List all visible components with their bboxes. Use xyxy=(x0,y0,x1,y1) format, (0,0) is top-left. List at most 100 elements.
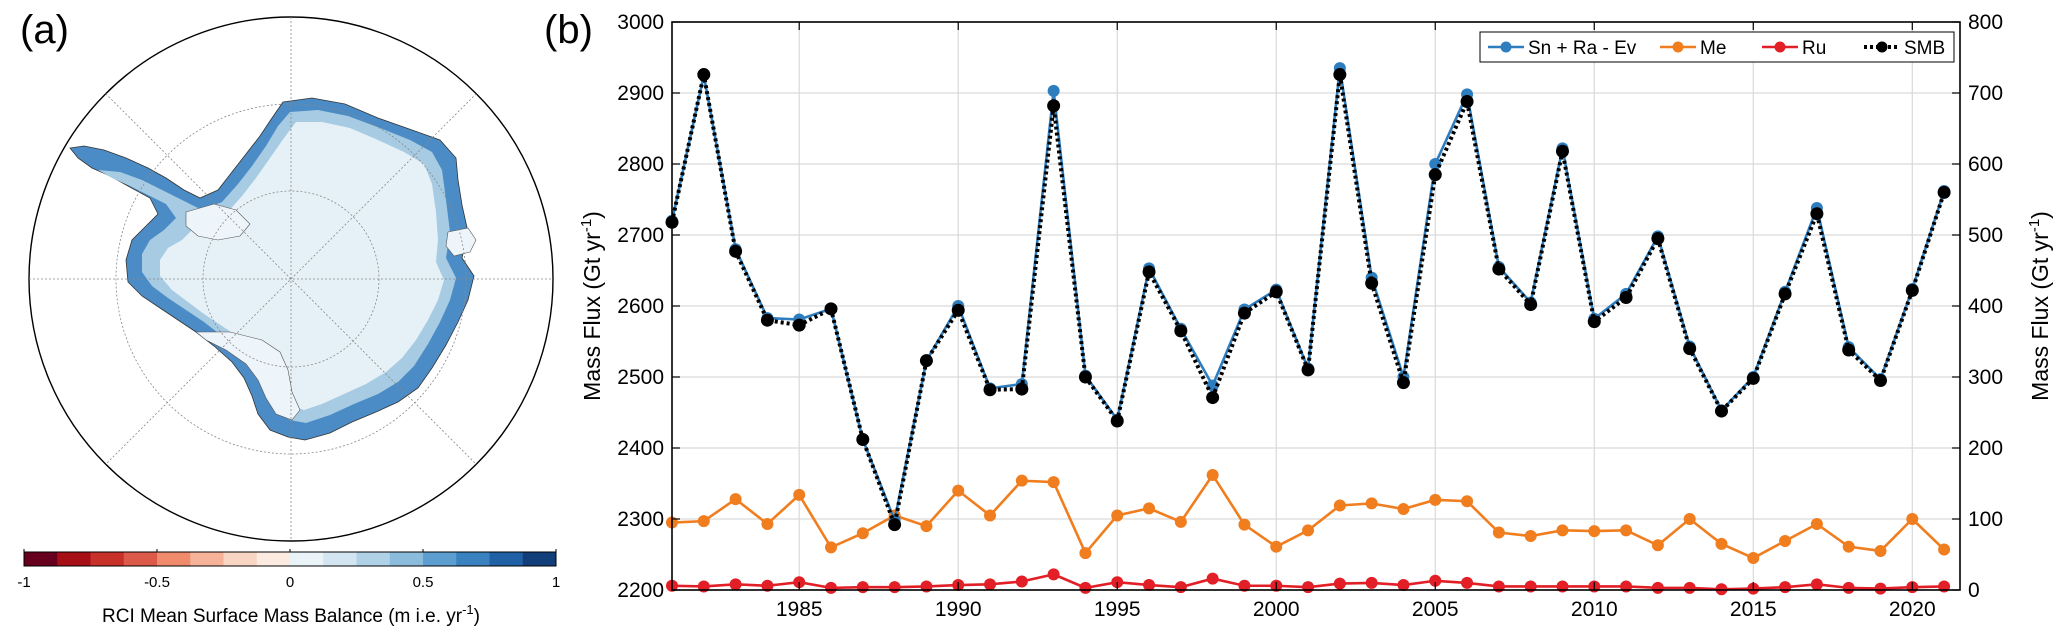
data-point xyxy=(1110,414,1124,428)
data-point xyxy=(1143,579,1156,592)
data-point xyxy=(1429,158,1442,170)
y-left-tick-label: 2400 xyxy=(617,437,664,460)
legend-swatch-marker xyxy=(1774,41,1786,53)
data-point xyxy=(729,493,742,506)
colorbar-tick-label: -0.5 xyxy=(144,574,170,591)
data-point xyxy=(1015,382,1029,396)
data-point xyxy=(1206,391,1220,405)
data-point xyxy=(1683,513,1696,525)
data-point xyxy=(1524,298,1538,312)
series-me xyxy=(666,468,1951,565)
y-right-tick-label: 400 xyxy=(1968,295,2003,318)
legend-label: Ru xyxy=(1802,38,1826,59)
data-point xyxy=(888,581,901,594)
data-point xyxy=(1556,524,1569,537)
ross-ice-shelf xyxy=(195,331,301,421)
data-point xyxy=(1174,324,1188,338)
data-point xyxy=(1428,168,1442,182)
data-point xyxy=(1778,287,1792,301)
data-point xyxy=(1302,524,1315,537)
y-right-tick-label: 800 xyxy=(1968,11,2003,34)
x-tick-label: 1990 xyxy=(935,598,982,621)
data-point xyxy=(1174,581,1187,594)
colorbar-segment xyxy=(522,552,557,566)
x-tick-label: 2020 xyxy=(1889,598,1936,621)
ronne-ice-shelf xyxy=(185,203,251,241)
data-point xyxy=(1270,540,1283,553)
x-tick-label: 2000 xyxy=(1253,598,1300,621)
y-right-tick-label: 700 xyxy=(1968,82,2003,105)
data-point xyxy=(1461,495,1474,508)
data-point xyxy=(1492,526,1505,539)
legend-label: Sn + Ra - Ev xyxy=(1528,38,1637,59)
data-point xyxy=(1015,474,1028,487)
legend-box xyxy=(1479,31,1955,63)
colorbar-segment xyxy=(24,552,58,566)
data-point xyxy=(1047,568,1060,581)
data-point xyxy=(792,318,806,332)
data-point xyxy=(1874,544,1887,557)
data-point xyxy=(1779,581,1792,594)
data-point xyxy=(1206,468,1219,481)
y-right-tick-label: 500 xyxy=(1968,224,2003,247)
data-point xyxy=(1333,68,1347,82)
data-point xyxy=(1365,497,1378,510)
plot-axes: 1985 1990 1995 2000 2005 2010 2015 202022002300… xyxy=(617,11,2003,621)
plot-series xyxy=(665,62,1951,596)
colorbar-segment xyxy=(57,552,91,566)
data-point xyxy=(1842,540,1855,553)
data-point xyxy=(1715,537,1728,550)
y-left-tick-label: 2500 xyxy=(617,366,664,389)
data-point xyxy=(1588,525,1601,538)
data-point xyxy=(825,541,838,554)
data-point xyxy=(856,581,869,594)
data-point xyxy=(1143,502,1156,515)
y-left-tick-label: 3000 xyxy=(617,11,664,34)
data-point xyxy=(1938,543,1951,556)
data-point xyxy=(951,303,965,317)
y-left-tick-label: 2900 xyxy=(617,82,664,105)
colorbar-segment xyxy=(223,552,258,566)
data-point xyxy=(1047,84,1060,97)
data-point xyxy=(1396,376,1410,390)
data-point xyxy=(1874,582,1887,595)
colorbar-segment xyxy=(290,552,324,566)
data-point xyxy=(825,581,838,594)
data-point xyxy=(1365,276,1379,290)
data-point xyxy=(697,68,711,82)
data-point xyxy=(697,515,710,528)
data-point xyxy=(1747,552,1760,565)
colorbar-segment xyxy=(323,552,357,566)
data-point xyxy=(1779,535,1792,548)
data-point xyxy=(984,509,997,522)
colorbar-segment xyxy=(90,552,125,566)
colorbar-label: RCI Mean Surface Mass Balance (m i.e. yr… xyxy=(102,602,480,627)
colorbar-segment xyxy=(489,552,524,566)
y-left-tick-label: 2300 xyxy=(617,508,664,531)
chart-legend: Sn + Ra - Ev Me Ru SMB xyxy=(1479,31,1955,63)
colorbar-segment xyxy=(123,552,158,566)
y-axis-right-label: Mass Flux (Gt yr-1) xyxy=(2026,211,2053,401)
data-point xyxy=(1460,95,1474,109)
data-point xyxy=(760,313,774,327)
colorbar: -1 -0.5 0 0.5 1 xyxy=(17,549,560,591)
data-point xyxy=(1302,581,1315,594)
x-tick-label: 2005 xyxy=(1412,598,1459,621)
series-smb xyxy=(665,68,1951,533)
colorbar-tick-label: -1 xyxy=(17,574,30,591)
colorbar-segment xyxy=(456,552,490,566)
data-point xyxy=(1905,283,1919,297)
data-point xyxy=(1079,547,1092,560)
data-point xyxy=(952,484,965,497)
data-point xyxy=(1810,578,1823,591)
data-point xyxy=(856,432,870,446)
data-point xyxy=(1078,370,1092,384)
data-point xyxy=(729,244,743,258)
colorbar-segment xyxy=(190,552,224,566)
colorbar-segment xyxy=(256,552,291,566)
colorbar-segment xyxy=(356,552,391,566)
legend-label: SMB xyxy=(1904,38,1945,59)
panel-a-label: (a) xyxy=(20,8,69,52)
data-point xyxy=(1555,144,1569,158)
y-left-tick-label: 2700 xyxy=(617,224,664,247)
